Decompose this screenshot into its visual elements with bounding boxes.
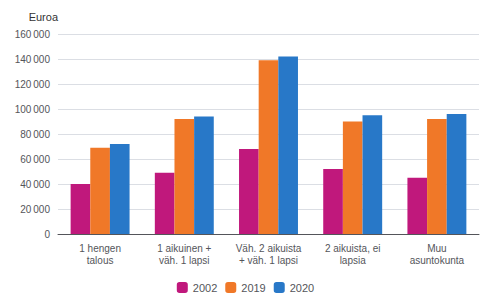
svg-text:160 000: 160 000 xyxy=(15,29,51,40)
svg-text:2020: 2020 xyxy=(290,282,314,294)
svg-text:0: 0 xyxy=(44,229,50,240)
svg-text:1 aikuinen +: 1 aikuinen + xyxy=(157,243,211,254)
svg-text:Väh. 2 aikuista: Väh. 2 aikuista xyxy=(236,243,302,254)
svg-text:60 000: 60 000 xyxy=(20,154,50,165)
svg-text:asuntokunta: asuntokunta xyxy=(410,255,465,266)
svg-text:80 000: 80 000 xyxy=(20,129,50,140)
svg-text:2002: 2002 xyxy=(193,282,217,294)
svg-text:talous: talous xyxy=(87,255,114,266)
svg-text:väh. 1 lapsi: väh. 1 lapsi xyxy=(159,255,210,266)
svg-text:100 000: 100 000 xyxy=(15,104,51,115)
svg-text:lapsia: lapsia xyxy=(340,255,367,266)
svg-text:120 000: 120 000 xyxy=(15,79,51,90)
svg-text:+ väh. 1 lapsi: + väh. 1 lapsi xyxy=(239,255,298,266)
svg-text:40 000: 40 000 xyxy=(20,179,50,190)
svg-text:2 aikuista, ei: 2 aikuista, ei xyxy=(325,243,381,254)
svg-text:140 000: 140 000 xyxy=(15,54,51,65)
svg-text:Euroa: Euroa xyxy=(29,11,59,23)
svg-text:Muu: Muu xyxy=(427,243,446,254)
svg-text:20 000: 20 000 xyxy=(20,204,50,215)
svg-text:2019: 2019 xyxy=(241,282,265,294)
svg-text:1 hengen: 1 hengen xyxy=(79,243,121,254)
